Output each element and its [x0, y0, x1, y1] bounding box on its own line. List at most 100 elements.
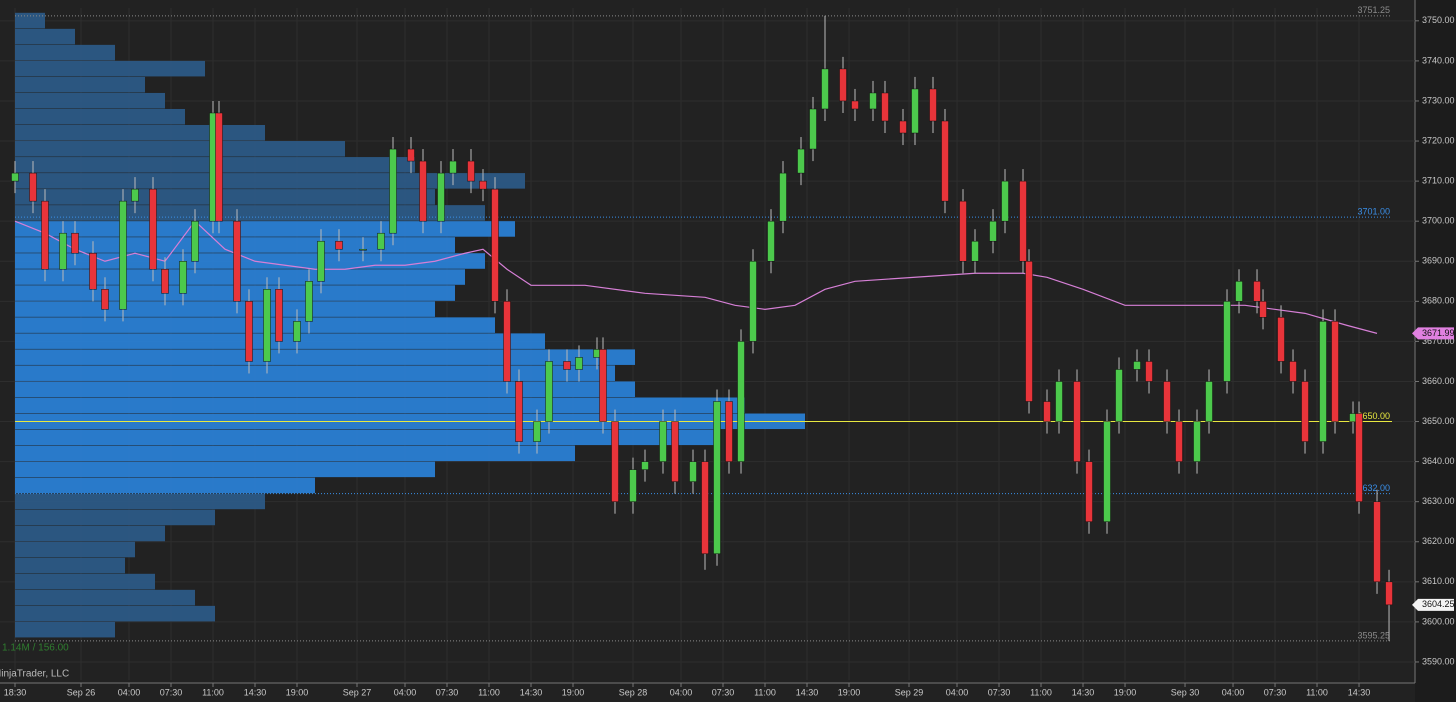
y-tick-label: 3650.00	[1422, 416, 1455, 426]
candle-body	[1175, 421, 1183, 462]
candle-body	[689, 461, 697, 482]
candle-body	[275, 289, 283, 342]
candle-body	[317, 240, 325, 282]
x-tick-label: 07:30	[1264, 687, 1287, 697]
candle-body	[941, 120, 949, 202]
candle-body	[899, 120, 907, 134]
y-tick-label: 3670.00	[1422, 336, 1455, 346]
profile-bar	[15, 60, 205, 77]
x-tick-label: 04:00	[1222, 687, 1245, 697]
y-tick-label: 3730.00	[1422, 95, 1455, 105]
vwap-line	[14, 220, 1378, 334]
y-tick-label: 3680.00	[1422, 296, 1455, 306]
candle-body	[959, 200, 967, 262]
candle-body	[851, 100, 859, 110]
candle-body	[779, 172, 787, 222]
candle-body	[563, 361, 571, 370]
candle-body	[71, 232, 79, 254]
profile-bar	[15, 205, 485, 221]
profile-bar	[15, 573, 155, 590]
candle-body	[1259, 301, 1267, 318]
profile-bar	[15, 365, 615, 381]
profile-bar	[15, 461, 435, 478]
profile-bar	[15, 477, 315, 494]
candle-body	[1055, 381, 1063, 422]
profile-bar	[15, 125, 265, 141]
x-tick-label: 04:00	[670, 687, 693, 697]
candle-body	[437, 172, 445, 222]
profile-label: 1.14M / 156.00	[2, 643, 69, 654]
x-tick-label: 19:00	[286, 687, 309, 697]
candle-body	[59, 232, 67, 270]
x-tick-label: 04:00	[118, 687, 141, 697]
candle-body	[491, 188, 499, 302]
candle-body	[149, 188, 157, 270]
profile-bar	[15, 173, 525, 189]
candle-body	[599, 349, 607, 422]
candle-body	[1085, 461, 1093, 522]
candle-body	[1133, 361, 1141, 370]
candle-body	[1205, 381, 1213, 422]
level-label: 3632.00	[1357, 483, 1390, 493]
y-tick-label: 3600.00	[1422, 616, 1455, 626]
candle-body	[821, 68, 829, 110]
candle-body	[659, 421, 667, 462]
candle-body	[233, 220, 241, 302]
profile-bar	[15, 317, 495, 333]
candle-body	[809, 108, 817, 150]
candle-body	[1115, 369, 1123, 422]
candle-body	[533, 421, 541, 442]
profile-bar	[15, 28, 75, 45]
candle-body	[989, 220, 997, 242]
candle-body	[467, 160, 475, 182]
candle-body	[335, 240, 343, 250]
candle-body	[641, 461, 649, 470]
candle-body	[737, 341, 745, 462]
candle-body	[1355, 413, 1363, 502]
y-tick-label: 3720.00	[1422, 135, 1455, 145]
candle-body	[215, 112, 223, 222]
x-tick-label: 11:00	[1306, 687, 1328, 697]
price-tag-label: 3604.25	[1422, 599, 1455, 609]
x-tick-label: 07:30	[712, 687, 735, 697]
x-tick-label: 18:30	[4, 687, 27, 697]
candle-body	[1073, 381, 1081, 462]
candle-body	[1025, 261, 1033, 402]
profile-bar	[15, 76, 145, 93]
level-label: 3650.00	[1357, 411, 1390, 421]
candle-body	[419, 160, 427, 222]
level-label: 3701.00	[1357, 207, 1390, 217]
candle-body	[629, 469, 637, 502]
candle-body	[503, 301, 511, 382]
y-tick-label: 3660.00	[1422, 376, 1455, 386]
candle-body	[869, 92, 877, 110]
x-tick-label: 11:00	[1030, 687, 1052, 697]
profile-bar	[15, 493, 265, 510]
y-tick-label: 3690.00	[1422, 256, 1455, 266]
candle-body	[1277, 317, 1285, 362]
x-tick-label: 19:00	[562, 687, 585, 697]
candle-body	[575, 357, 583, 370]
candle-body	[1145, 361, 1153, 382]
x-tick-label: Sep 30	[1171, 687, 1200, 697]
y-tick-label: 3630.00	[1422, 496, 1455, 506]
profile-bar	[15, 525, 165, 542]
candle-body	[89, 252, 97, 290]
candle-body	[119, 200, 127, 310]
candle-body	[1193, 421, 1201, 462]
candle-body	[1235, 281, 1243, 302]
y-tick-label: 3610.00	[1422, 576, 1455, 586]
candle-body	[611, 421, 619, 502]
x-tick-label: 14:30	[796, 687, 819, 697]
candle-body	[725, 401, 733, 462]
profile-bar	[15, 621, 115, 638]
profile-bar	[15, 589, 195, 606]
y-tick-label: 3590.00	[1422, 656, 1455, 666]
candle-body	[671, 421, 679, 482]
candle-body	[11, 172, 19, 182]
profile-bar	[15, 605, 215, 622]
profile-bar	[15, 349, 635, 365]
candle-body	[713, 401, 721, 555]
profile-bar	[15, 92, 165, 109]
candle-body	[263, 289, 271, 362]
